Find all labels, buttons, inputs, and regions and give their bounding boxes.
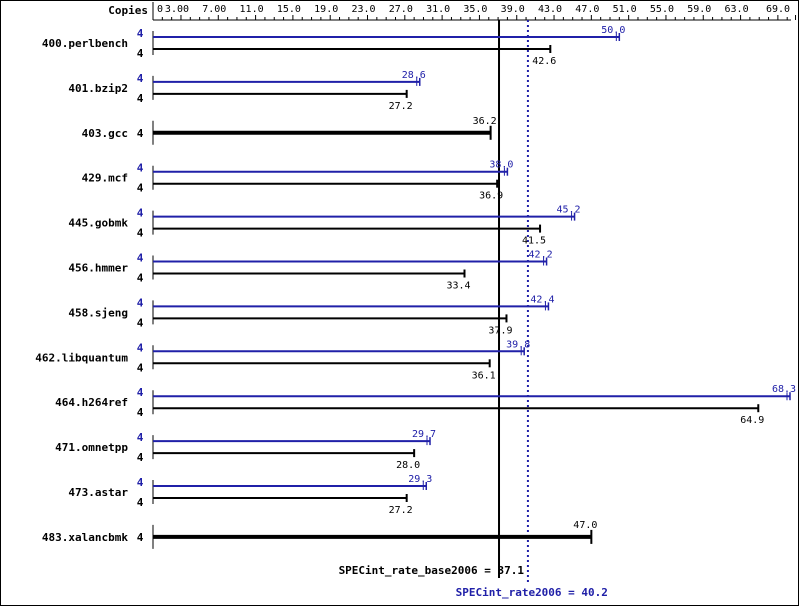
peak-value-label: 29.3 xyxy=(408,474,432,485)
benchmark-label: 464.h264ref xyxy=(55,396,128,409)
base-value-label: 37.9 xyxy=(488,325,512,336)
peak-copies-label: 4 xyxy=(137,252,144,265)
peak-value-label: 45.2 xyxy=(557,205,581,216)
base-copies-label: 4 xyxy=(137,451,144,464)
benchmark-label: 400.perlbench xyxy=(42,37,128,50)
tick-label: 0 xyxy=(157,4,163,15)
benchmark-label: 473.astar xyxy=(68,486,128,499)
tick-label: 59.0 xyxy=(687,4,711,15)
peak-copies-label: 4 xyxy=(137,162,144,175)
tick-label: 31.0 xyxy=(426,4,450,15)
base-value-label: 36.9 xyxy=(479,191,503,202)
base-copies-label: 4 xyxy=(137,227,144,240)
tick-label: 7.00 xyxy=(202,4,226,15)
peak-copies-label: 4 xyxy=(137,476,144,489)
peak-value-label: 50.0 xyxy=(601,25,625,36)
tick-label: 27.0 xyxy=(389,4,413,15)
benchmark-label: 462.libquantum xyxy=(35,351,128,364)
base-value-label: 64.9 xyxy=(740,415,764,426)
benchmark-label: 403.gcc xyxy=(82,127,128,140)
tick-label: 47.0 xyxy=(575,4,599,15)
tick-label: 55.0 xyxy=(650,4,674,15)
copies-label: 4 xyxy=(137,531,144,544)
base-copies-label: 4 xyxy=(137,92,144,105)
tick-label: 51.0 xyxy=(613,4,637,15)
tick-label: 35.0 xyxy=(463,4,487,15)
benchmark-label: 456.hmmer xyxy=(68,262,128,275)
base-copies-label: 4 xyxy=(137,361,144,374)
peak-value-label: 29.7 xyxy=(412,429,436,440)
peak-value-label: 38.0 xyxy=(489,160,513,171)
peak-copies-label: 4 xyxy=(137,27,144,40)
peak-reference-label: SPECint_rate2006 = 40.2 xyxy=(456,586,608,599)
benchmark-label: 429.mcf xyxy=(82,172,128,185)
axis-title: Copies xyxy=(108,4,148,17)
peak-value-label: 42.4 xyxy=(530,294,554,305)
base-value-label: 28.0 xyxy=(396,460,420,471)
benchmark-label: 445.gobmk xyxy=(68,217,128,230)
benchmark-label: 401.bzip2 xyxy=(68,82,128,95)
base-value-label: 47.0 xyxy=(573,520,597,531)
peak-copies-label: 4 xyxy=(137,431,144,444)
tick-label: 63.0 xyxy=(725,4,749,15)
tick-label: 23.0 xyxy=(351,4,375,15)
copies-label: 4 xyxy=(137,127,144,140)
base-value-label: 36.1 xyxy=(472,370,496,381)
peak-copies-label: 4 xyxy=(137,296,144,309)
peak-copies-label: 4 xyxy=(137,341,144,354)
peak-value-label: 39.8 xyxy=(506,339,530,350)
tick-label: 15.0 xyxy=(277,4,301,15)
peak-value-label: 28.6 xyxy=(402,70,426,81)
base-copies-label: 4 xyxy=(137,496,144,509)
benchmark-label: 483.xalancbmk xyxy=(42,531,128,544)
peak-copies-label: 4 xyxy=(137,207,144,220)
base-value-label: 36.2 xyxy=(473,116,497,127)
base-value-label: 42.6 xyxy=(532,56,556,67)
base-value-label: 41.5 xyxy=(522,236,546,247)
peak-copies-label: 4 xyxy=(137,72,144,85)
tick-label: 43.0 xyxy=(538,4,562,15)
tick-label: 69.0 xyxy=(766,4,790,15)
base-value-label: 27.2 xyxy=(389,505,413,516)
peak-value-label: 42.2 xyxy=(529,250,553,261)
base-copies-label: 4 xyxy=(137,316,144,329)
base-copies-label: 4 xyxy=(137,272,144,285)
tick-label: 19.0 xyxy=(314,4,338,15)
tick-label: 39.0 xyxy=(501,4,525,15)
benchmark-label: 471.omnetpp xyxy=(55,441,128,454)
base-copies-label: 4 xyxy=(137,182,144,195)
base-copies-label: 4 xyxy=(137,47,144,60)
base-value-label: 33.4 xyxy=(446,281,470,292)
peak-value-label: 68.3 xyxy=(772,384,796,395)
benchmark-label: 458.sjeng xyxy=(68,306,128,319)
tick-label: 3.00 xyxy=(165,4,189,15)
peak-copies-label: 4 xyxy=(137,386,144,399)
base-reference-label: SPECint_rate_base2006 = 37.1 xyxy=(339,564,525,577)
base-value-label: 27.2 xyxy=(389,101,413,112)
tick-label: 11.0 xyxy=(240,4,264,15)
base-copies-label: 4 xyxy=(137,406,144,419)
